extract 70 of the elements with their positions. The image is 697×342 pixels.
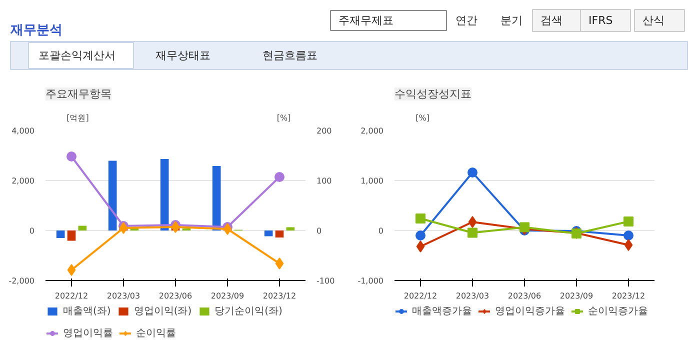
x-tick-label: 2022/12 xyxy=(54,292,88,300)
chart-title: 수익성장성지표 xyxy=(394,88,472,100)
point xyxy=(223,223,232,235)
text: 연간 xyxy=(456,14,478,27)
point xyxy=(275,258,284,270)
x-tick-label: 2023/06 xyxy=(508,292,542,300)
y2-tick-label: 100 xyxy=(316,176,332,186)
legend-label: 영업이익(좌) xyxy=(134,305,192,318)
text: IFRS xyxy=(588,14,613,27)
y-tick-label: 2,000 xyxy=(360,126,384,136)
y-tick-label: 0 xyxy=(29,226,35,236)
bar xyxy=(78,226,87,230)
chart-title: 주요재무항목 xyxy=(46,88,112,100)
point xyxy=(274,172,284,182)
text: 주재무제표 xyxy=(338,14,394,27)
x-tick-label: 2023/12 xyxy=(612,292,646,300)
point xyxy=(468,216,477,228)
y2-tick-label: 0 xyxy=(316,226,322,236)
x-tick-label: 2023/03 xyxy=(106,292,140,300)
text: 현금흐름표 xyxy=(262,49,318,62)
bar xyxy=(212,166,221,230)
y-tick-label: -2,000 xyxy=(8,276,35,286)
point xyxy=(66,152,76,162)
x-tick-label: 2023/06 xyxy=(158,292,192,300)
y-tick-label: 1,000 xyxy=(360,176,384,186)
text: 분기 xyxy=(500,14,522,27)
legend-label: 순이익증가율 xyxy=(588,305,648,318)
point xyxy=(624,239,633,251)
y-axis-title: [%] xyxy=(416,114,430,123)
point xyxy=(416,240,425,252)
bar xyxy=(56,230,65,238)
bar xyxy=(67,230,76,241)
text: 산식 xyxy=(642,14,664,27)
point xyxy=(416,230,426,240)
point xyxy=(67,264,76,276)
point xyxy=(468,168,478,178)
x-tick-label: 2022/12 xyxy=(404,292,438,300)
legend-label: 당기순이익(좌) xyxy=(214,305,282,318)
y-axis-title: [억원] xyxy=(66,114,89,123)
legend-label: 매출액증가율 xyxy=(412,305,472,318)
text: 포괄손익계산서 xyxy=(38,49,116,62)
point xyxy=(119,222,128,234)
bar xyxy=(108,160,117,230)
x-tick-label: 2023/09 xyxy=(210,292,244,300)
legend-label: 영업이익증가율 xyxy=(495,305,565,318)
point xyxy=(171,221,180,233)
legend-label: 순이익률 xyxy=(136,327,176,340)
point xyxy=(624,230,634,240)
text: 재무분석 xyxy=(10,23,62,38)
y2-tick-label: 200 xyxy=(316,126,332,136)
y2-tick-label: -100 xyxy=(316,276,335,286)
x-tick-label: 2023/03 xyxy=(456,292,490,300)
bar xyxy=(275,230,284,238)
bar xyxy=(264,230,273,236)
legend-label: 영업이익률 xyxy=(63,327,113,340)
text: 재무상태표 xyxy=(156,49,210,62)
text: 검색 xyxy=(540,14,562,27)
legend-label: 매출액(좌) xyxy=(63,305,111,318)
y-tick-label: 2,000 xyxy=(12,176,35,186)
x-tick-label: 2023/12 xyxy=(262,292,296,300)
y2-axis-title: [%] xyxy=(276,114,291,123)
point xyxy=(520,222,530,232)
y-tick-label: -1,000 xyxy=(358,276,384,286)
point xyxy=(416,214,426,224)
point xyxy=(468,228,478,238)
y-tick-label: 4,000 xyxy=(12,126,35,136)
point xyxy=(624,216,634,226)
bar xyxy=(160,159,169,230)
y-tick-label: 0 xyxy=(378,226,384,236)
x-tick-label: 2023/09 xyxy=(560,292,594,300)
